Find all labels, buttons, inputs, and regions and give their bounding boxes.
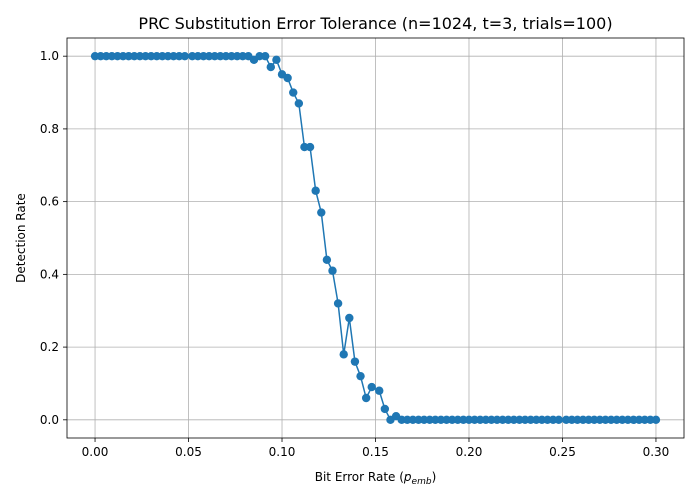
x-tick-label: 0.10 (269, 445, 296, 459)
y-tick-label: 0.2 (40, 340, 59, 354)
chart-title: PRC Substitution Error Tolerance (n=1024… (138, 14, 612, 33)
data-point (305, 142, 315, 152)
x-tick-label: 0.15 (362, 445, 389, 459)
data-point (375, 386, 384, 395)
data-point (322, 255, 332, 265)
data-point (361, 393, 371, 403)
grid (67, 38, 684, 438)
data-point (272, 55, 281, 65)
y-tick-label: 0.6 (40, 195, 59, 209)
data-point (345, 313, 354, 323)
y-tick-label: 0.8 (40, 122, 59, 136)
x-axis-label-variable: p (403, 470, 412, 484)
y-axis: 0.0 0.2 0.4 0.6 0.8 1.0 (40, 49, 67, 427)
x-tick-label: 0.30 (643, 445, 670, 459)
data-point (294, 99, 304, 108)
data-point (333, 299, 343, 308)
y-tick-label: 0.4 (40, 267, 59, 281)
data-point (283, 73, 292, 83)
x-tick-label: 0.05 (175, 445, 202, 459)
data-point (350, 357, 360, 366)
y-tick-label: 0.0 (40, 413, 59, 427)
data-point (328, 266, 337, 275)
y-tick-label: 1.0 (40, 49, 59, 63)
data-point (367, 382, 376, 392)
data-point (651, 415, 661, 425)
data-point (317, 208, 326, 217)
x-axis-label: Bit Error Rate (pemb) (315, 470, 437, 487)
x-tick-label: 0.25 (549, 445, 576, 459)
x-axis: 0.00 0.05 0.10 0.15 0.20 0.25 0.30 (82, 438, 670, 459)
x-axis-label-close: ) (432, 470, 437, 484)
data-point (554, 415, 563, 425)
x-tick-label: 0.20 (456, 445, 483, 459)
data-point (339, 350, 348, 359)
data-point (311, 186, 320, 195)
x-axis-label-subscript: emb (412, 477, 432, 487)
x-tick-label: 0.00 (82, 445, 109, 459)
data-point (356, 371, 365, 381)
data-point (180, 51, 189, 61)
x-axis-label-main: Bit Error Rate ( (315, 470, 404, 484)
data-point (380, 404, 390, 414)
data-point (289, 88, 298, 97)
data-point (266, 62, 275, 72)
data-point (260, 51, 270, 61)
series-layer (90, 51, 661, 425)
y-axis-label: Detection Rate (14, 193, 28, 283)
